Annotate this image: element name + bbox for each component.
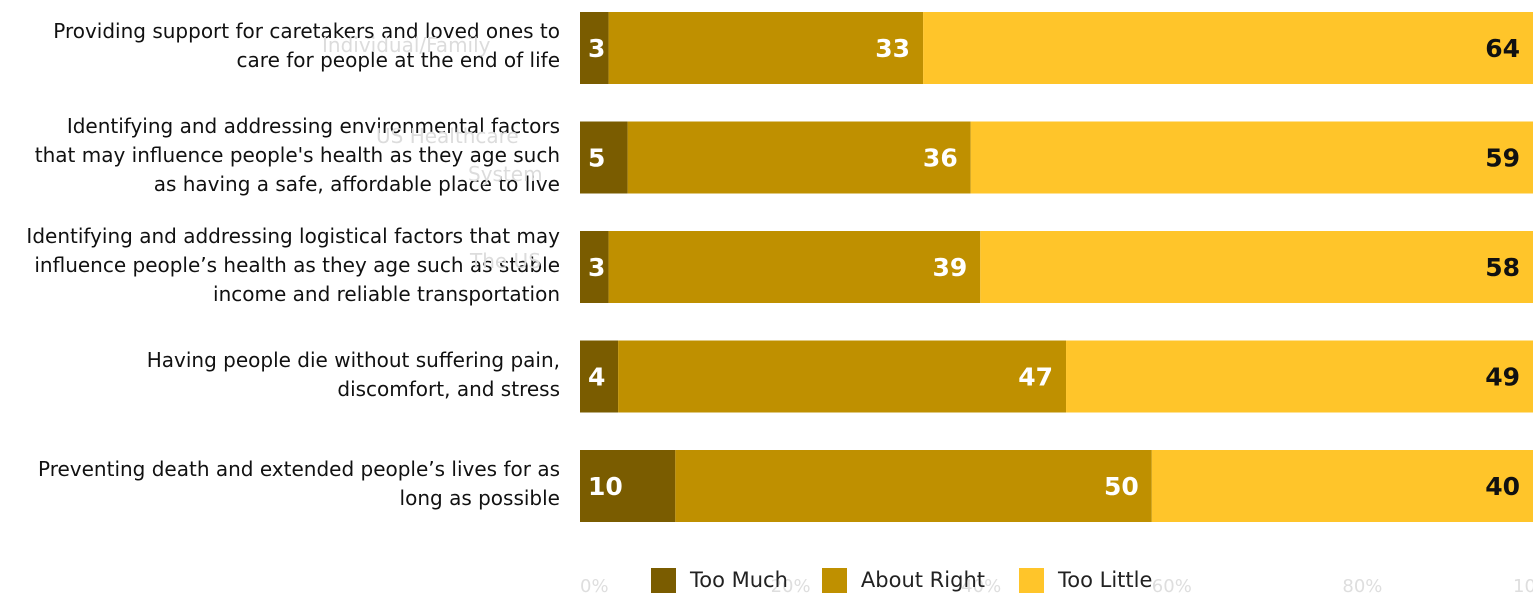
legend-label-about-right: About Right (860, 568, 985, 592)
data-label-too-little: 64 (1485, 34, 1520, 63)
legend: Too Much About Right Too Little (651, 566, 1186, 594)
category-label-line: care for people at the end of life (236, 48, 560, 72)
bar-segment-about-right (675, 450, 1152, 522)
ghost-text-2: US Healthcare (376, 124, 519, 148)
data-label-too-little: 58 (1485, 253, 1520, 282)
bar-segment-too-little (980, 231, 1533, 303)
data-label-about-right: 33 (875, 34, 910, 63)
x-tick-label: 20% (771, 576, 811, 596)
bar-segment-too-little (923, 12, 1533, 84)
x-tick-label: 10 (1513, 576, 1533, 596)
bar-segment-too-much (580, 121, 628, 194)
bar-segment-about-right (618, 340, 1067, 413)
data-label-too-little: 40 (1485, 472, 1520, 501)
category-label-line: Preventing death and extended people’s l… (37, 457, 560, 481)
bar-segment-too-little (970, 121, 1533, 194)
legend-item-too-little: Too Little (1018, 567, 1153, 593)
data-label-too-much: 3 (588, 253, 605, 282)
legend-item-too-much: Too Much (651, 567, 788, 593)
category-label: Providing support for caretakers and lov… (0, 17, 560, 75)
data-label-too-little: 59 (1485, 144, 1520, 173)
category-label: Identifying and addressing logistical fa… (0, 222, 560, 309)
data-label-too-little: 49 (1485, 363, 1520, 392)
legend-swatch-about-right (821, 567, 847, 593)
data-label-too-much: 4 (588, 363, 605, 392)
ghost-text-1: Individual/Family (322, 33, 491, 57)
x-tick-label: 0% (580, 576, 609, 596)
category-label-line: that may influence people's health as th… (34, 143, 560, 167)
category-label-line: Identifying and addressing logistical fa… (26, 223, 560, 248)
category-label-line: Providing support for caretakers and lov… (53, 19, 560, 43)
category-label-line: as having a safe, affordable place to li… (153, 172, 560, 196)
data-label-about-right: 47 (1018, 363, 1053, 392)
data-label-too-much: 5 (588, 144, 605, 173)
bar-segment-too-much (580, 340, 619, 413)
bar-segment-too-much (580, 12, 609, 84)
data-label-too-much: 10 (588, 472, 623, 501)
category-label-line: discomfort, and stress (337, 376, 560, 401)
ghost-text-3: System (468, 162, 543, 186)
legend-swatch-too-much (651, 567, 676, 593)
bar-segment-too-much (580, 450, 676, 522)
legend-label-too-little: Too Little (1057, 568, 1153, 592)
category-label-line: long as possible (399, 486, 560, 510)
legend-label-too-much: Too Much (690, 568, 788, 592)
bar-segment-too-little (1151, 450, 1533, 522)
legend-item-about-right: About Right (821, 567, 985, 593)
bar-segment-too-little (1066, 340, 1533, 413)
data-label-about-right: 39 (932, 253, 967, 282)
x-tick-label: 60% (1152, 576, 1192, 596)
data-label-about-right: 36 (923, 144, 958, 173)
category-label-line: influence people’s health as they age su… (34, 252, 560, 277)
category-label-line: income and reliable transportation (213, 281, 560, 306)
bar-segment-about-right (627, 121, 971, 194)
data-label-too-much: 3 (588, 34, 605, 63)
category-label: Identifying and addressing environmental… (0, 112, 560, 199)
data-label-about-right: 50 (1104, 472, 1139, 501)
category-label: Preventing death and extended people’s l… (0, 455, 560, 513)
bar-segment-about-right (608, 231, 981, 303)
bar-segment-too-much (580, 231, 609, 303)
category-label-line: Identifying and addressing environmental… (66, 114, 560, 138)
ghost-text-4: The US (470, 249, 541, 273)
bar-segment-about-right (608, 12, 924, 84)
x-tick-label: 40% (961, 576, 1001, 596)
category-label-line: Having people die without suffering pain… (146, 347, 560, 372)
category-label: Having people die without suffering pain… (0, 346, 560, 404)
legend-swatch-too-little (1018, 567, 1044, 593)
x-tick-label: 80% (1342, 576, 1382, 596)
